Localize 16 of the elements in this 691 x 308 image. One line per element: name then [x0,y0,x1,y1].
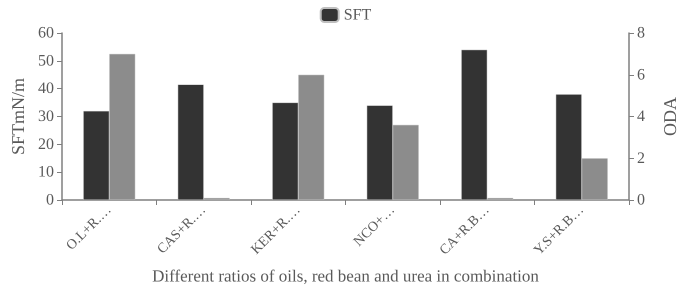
y2-tick-label: 6 [637,66,645,84]
y2-tick-label: 4 [637,108,645,125]
y-tick-label: 20 [38,136,54,153]
x-axis-title: Different ratios of oils, red bean and urea in combination [152,266,540,286]
y-axis-title: SFTmN/m [8,78,28,156]
y-tick-label: 30 [38,108,54,125]
y2-tick-label: 8 [637,24,645,42]
y-tick-label: 0 [46,192,54,208]
y2-tick-label: 0 [637,192,645,208]
legend-label: SFT [344,6,372,24]
y2-tick-label: 2 [637,150,645,167]
y-tick-label: 40 [38,80,54,98]
y-tick-label: 50 [38,52,54,70]
y2-axis-title: ODA [660,97,680,136]
y-tick-label: 10 [38,164,54,181]
y-tick-label: 60 [38,24,54,42]
